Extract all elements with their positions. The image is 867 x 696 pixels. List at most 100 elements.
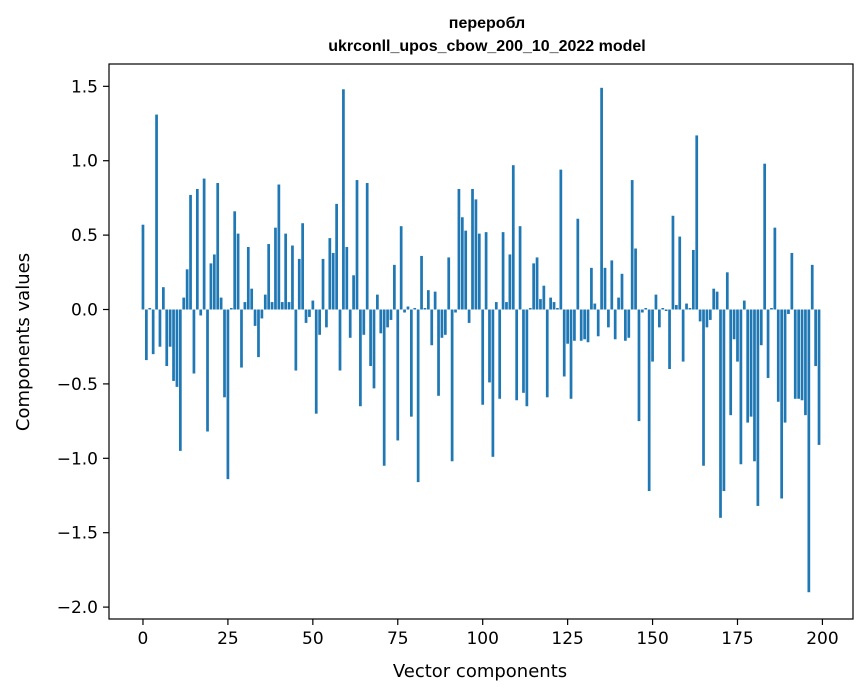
x-tick-label: 200 xyxy=(806,629,838,649)
bar xyxy=(545,309,549,398)
bar xyxy=(712,288,716,310)
bar xyxy=(372,309,376,389)
bar xyxy=(610,260,614,310)
bar xyxy=(749,309,753,417)
bar xyxy=(413,308,417,310)
bar xyxy=(491,309,495,457)
bar xyxy=(685,303,688,310)
bar xyxy=(277,184,281,310)
bar xyxy=(460,217,464,310)
bar xyxy=(542,285,546,310)
bar xyxy=(297,258,301,310)
bar xyxy=(386,309,389,328)
bar xyxy=(464,230,468,310)
y-tick-label: −2.0 xyxy=(57,598,98,618)
bar xyxy=(732,309,736,340)
bar xyxy=(304,309,308,323)
bar xyxy=(753,309,756,462)
bar xyxy=(569,309,573,399)
bar xyxy=(467,309,471,323)
bar xyxy=(423,308,427,310)
bar xyxy=(719,309,722,518)
bar xyxy=(562,309,566,377)
bar xyxy=(800,309,804,401)
bar xyxy=(691,249,695,310)
bar xyxy=(212,254,216,310)
bar xyxy=(736,309,739,362)
bar xyxy=(698,309,702,322)
bar xyxy=(172,309,175,381)
bar xyxy=(817,309,821,445)
bar xyxy=(579,309,583,341)
bar xyxy=(426,290,430,310)
bar xyxy=(365,183,369,310)
bar xyxy=(481,309,485,405)
bar xyxy=(793,309,797,399)
bar xyxy=(729,309,733,416)
bar xyxy=(522,309,525,393)
x-tick-label: 150 xyxy=(636,629,668,649)
bar xyxy=(253,309,257,326)
x-tick-label: 125 xyxy=(551,629,583,649)
bar xyxy=(206,309,209,432)
bar xyxy=(178,309,182,451)
x-tick-label: 100 xyxy=(466,629,498,649)
bar xyxy=(148,308,152,310)
y-tick-label: 1.5 xyxy=(71,77,98,97)
bar xyxy=(284,233,288,310)
x-tick-label: 175 xyxy=(721,629,753,649)
bar xyxy=(168,309,172,347)
bar xyxy=(311,300,315,310)
bar xyxy=(240,309,243,368)
bar xyxy=(600,87,603,310)
bar xyxy=(770,308,773,310)
bar xyxy=(301,223,304,310)
bar xyxy=(488,309,491,383)
bar xyxy=(216,183,220,310)
bar xyxy=(810,264,814,310)
bar xyxy=(535,257,539,310)
bar xyxy=(308,309,311,317)
bar xyxy=(338,309,342,371)
bar xyxy=(355,180,359,310)
bar xyxy=(549,297,552,310)
bar xyxy=(416,309,420,483)
bar xyxy=(722,309,726,492)
bar xyxy=(515,309,519,401)
bar xyxy=(702,309,705,466)
bar xyxy=(440,309,444,338)
bar xyxy=(263,294,267,310)
bar xyxy=(223,309,226,398)
chart-title-line2: ukrconll_upos_cbow_200_10_2022 model xyxy=(328,38,645,55)
bar xyxy=(250,288,254,310)
bar xyxy=(539,299,542,310)
bar xyxy=(369,309,372,367)
bar xyxy=(318,309,321,335)
y-tick-label: −1.5 xyxy=(57,524,98,544)
bar xyxy=(457,188,461,310)
bar xyxy=(158,309,162,347)
bar xyxy=(556,308,559,310)
bar xyxy=(797,309,800,399)
bar xyxy=(389,309,393,320)
bar xyxy=(705,309,709,328)
bar xyxy=(362,309,366,335)
bar xyxy=(498,309,502,399)
bar xyxy=(511,165,515,310)
bar xyxy=(773,227,777,310)
bar xyxy=(780,309,784,499)
bar xyxy=(182,297,186,310)
bar xyxy=(403,309,406,313)
bar xyxy=(420,255,423,310)
bar xyxy=(674,305,678,310)
bar xyxy=(627,309,631,338)
y-axis-ticks: −2.0 −1.5 −1.0 −0.5 0.0 0.5 1.0 1.5 xyxy=(57,77,109,618)
bar xyxy=(593,303,597,310)
bar xyxy=(359,309,362,407)
bar xyxy=(776,309,780,402)
bar xyxy=(814,309,817,367)
bar xyxy=(518,226,522,310)
bar xyxy=(586,309,590,343)
bar xyxy=(454,309,457,313)
